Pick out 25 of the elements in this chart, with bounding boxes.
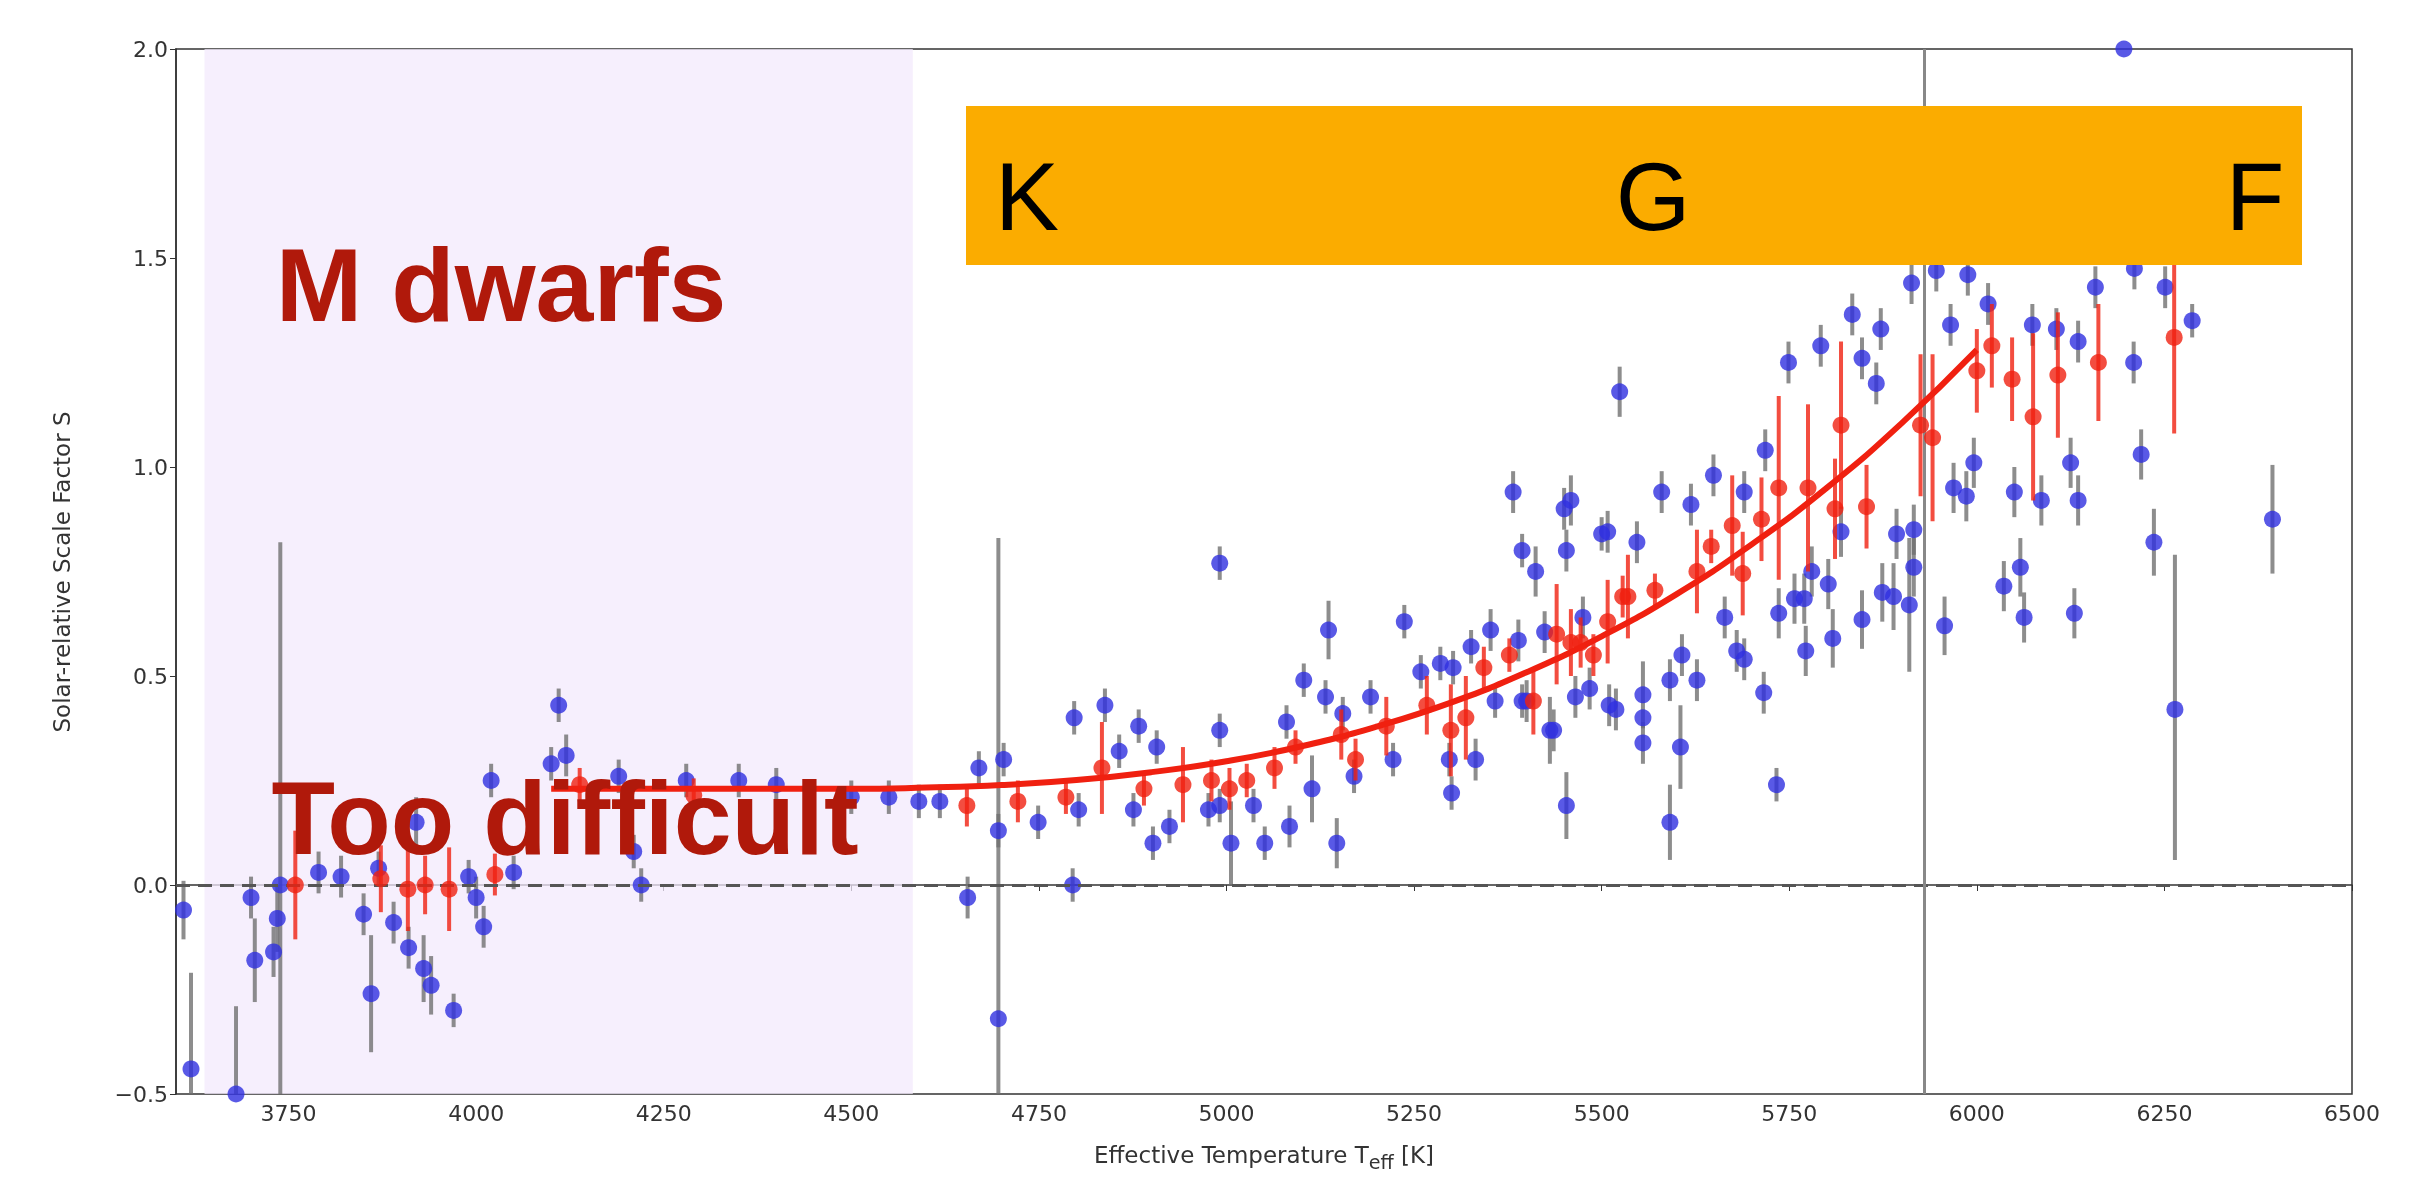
x-tick-label: 4000 <box>448 1100 505 1126</box>
y-tick-label: 1.0 <box>133 454 168 480</box>
x-axis-title: Effective Temperature T$_{eff}$ [K] <box>1093 1142 1435 1174</box>
y-tick-label: 2.0 <box>133 36 168 62</box>
x-tick-label: 5750 <box>1761 1100 1818 1126</box>
y-tick-label: −0.5 <box>114 1081 168 1107</box>
x-tick-label: 4250 <box>635 1100 692 1126</box>
x-tick-label: 6250 <box>2136 1100 2193 1126</box>
x-tick-label: 3750 <box>260 1100 317 1126</box>
y-axis-title: Solar-relative Scale Factor S <box>49 410 75 733</box>
x-tick-label: 4750 <box>1010 1100 1067 1126</box>
annotation: G <box>1615 143 1691 250</box>
annotation: M dwarfs <box>275 227 727 343</box>
y-tick-label: 0.0 <box>133 872 168 898</box>
x-tick-label: 5250 <box>1386 1100 1443 1126</box>
annotation: K <box>994 143 1060 250</box>
y-tick-label: 0.5 <box>133 663 168 689</box>
x-tick-label: 5000 <box>1198 1100 1255 1126</box>
x-tick-label: 5500 <box>1573 1100 1630 1126</box>
x-tick-label: 6500 <box>2324 1100 2380 1126</box>
annotation: Too difficult <box>271 760 859 876</box>
x-tick-label: 4500 <box>823 1100 880 1126</box>
annotation: F <box>2225 143 2285 250</box>
y-tick-label: 1.5 <box>133 245 168 271</box>
x-tick-label: 6000 <box>1948 1100 2005 1126</box>
